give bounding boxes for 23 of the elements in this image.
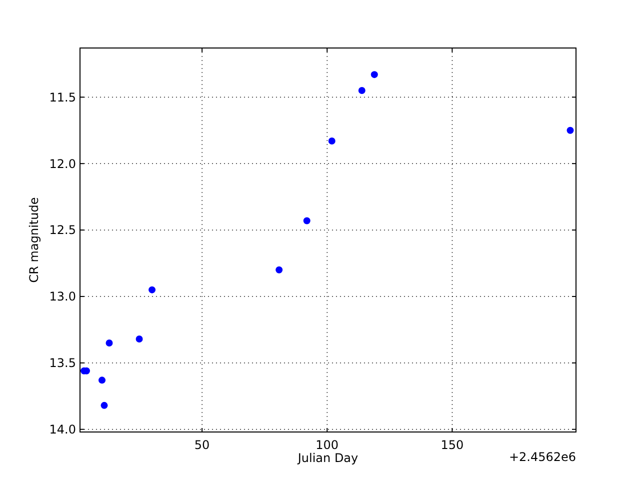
y-tick-label: 13.5 bbox=[49, 356, 76, 370]
x-axis-title: Julian Day bbox=[296, 451, 358, 465]
point bbox=[136, 335, 143, 342]
point bbox=[98, 376, 106, 384]
text: +2.4562e6 bbox=[508, 450, 576, 464]
y-tick-label: 11.5 bbox=[49, 90, 76, 104]
point bbox=[100, 402, 108, 409]
point bbox=[566, 126, 574, 134]
y-axis-title: CR magnitude bbox=[27, 197, 41, 283]
point bbox=[106, 339, 113, 346]
point bbox=[303, 217, 310, 224]
y-tick-label: 12.0 bbox=[49, 156, 76, 171]
y-tick-label: 13.0 bbox=[49, 290, 76, 304]
point bbox=[276, 266, 283, 274]
y-tick-label: 12.5 bbox=[49, 223, 76, 238]
y-tick-label: 14.0 bbox=[49, 422, 76, 437]
x-tick-label: 50 bbox=[194, 438, 210, 452]
x-tick-label: 100 bbox=[316, 438, 339, 452]
point bbox=[148, 286, 156, 294]
point bbox=[358, 87, 366, 94]
x-tick-label: 150 bbox=[440, 438, 464, 452]
point bbox=[370, 71, 378, 78]
point bbox=[328, 138, 336, 145]
